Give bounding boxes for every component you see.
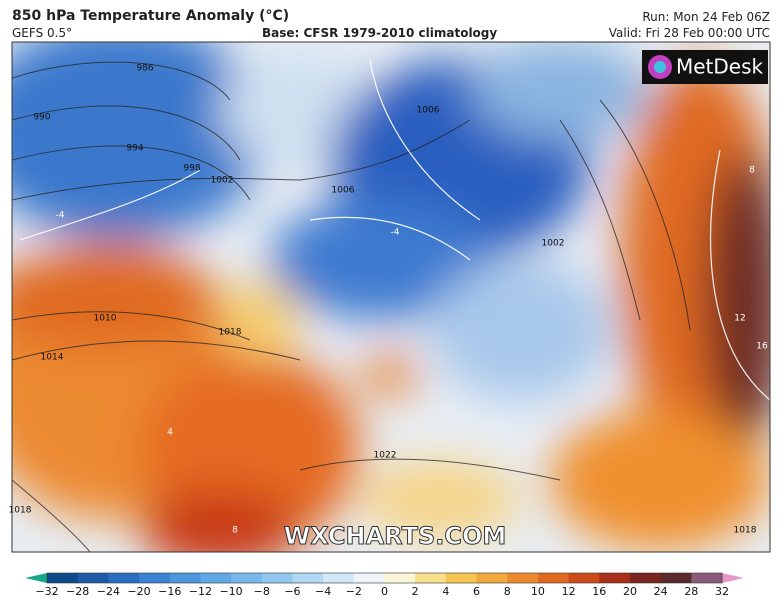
colorbar-tick-label: 28: [684, 585, 698, 598]
colorbar-tick-label: −24: [97, 585, 120, 598]
colorbar-segment: [292, 573, 324, 583]
colorbar-segment: [323, 573, 355, 583]
colorbar-tick-label: 20: [623, 585, 637, 598]
base: Base: CFSR 1979-2010 climatology: [262, 26, 498, 40]
contour-label: 1010: [94, 314, 117, 324]
colorbar-tick-label: 8: [504, 585, 511, 598]
colorbar-tick-label: 12: [562, 585, 576, 598]
watermark: WXCHARTS.COM: [284, 522, 506, 550]
contour-label: 8: [749, 166, 755, 176]
contour-label: 1002: [542, 239, 565, 249]
colorbar-tick-label: 24: [654, 585, 668, 598]
colorbar-tick-label: −10: [219, 585, 242, 598]
colorbar-segment: [169, 573, 201, 583]
contour-label: 8: [232, 526, 238, 536]
colorbar-segment: [507, 573, 539, 583]
colorbar-segment: [77, 573, 109, 583]
colorbar-segment: [353, 573, 385, 583]
colorbar-tick-label: 10: [531, 585, 545, 598]
colorbar-tick-label: −4: [315, 585, 331, 598]
colorbar-segment: [231, 573, 263, 583]
colorbar-segment: [445, 573, 478, 583]
contour-label: 998: [183, 164, 200, 174]
contour-label: 1002: [211, 176, 234, 186]
colorbar-tick-label: 16: [592, 585, 606, 598]
isotherms: [19, 59, 770, 401]
contour-label: 990: [33, 113, 50, 123]
colorbar-segment: [200, 573, 232, 583]
colorbar-frame: [46, 572, 723, 584]
model: GEFS 0.5°: [12, 26, 73, 40]
colorbar-tick-label: −16: [158, 585, 181, 598]
logo-icon: [654, 61, 666, 73]
colorbar-tick-label: −32: [35, 585, 58, 598]
contour-label: -4: [56, 211, 65, 221]
contour-label: 1018: [219, 328, 242, 338]
colorbar-end: [25, 573, 47, 583]
colorbar-segment: [139, 573, 171, 583]
colorbar-segment: [476, 573, 508, 583]
colorbar-tick-label: −6: [284, 585, 300, 598]
colorbar-end: [722, 573, 744, 583]
map-frame: [11, 41, 771, 553]
contour-label: 1006: [332, 186, 355, 196]
contour-label: -4: [391, 228, 400, 238]
contour-label: 16: [756, 342, 768, 352]
logo: MetDesk: [676, 55, 764, 79]
colorbar-segment: [108, 573, 140, 583]
colorbar-tick-label: 6: [473, 585, 480, 598]
colorbar-tick-label: −8: [254, 585, 270, 598]
contour-label: 1022: [374, 451, 397, 461]
map-field: MetDesk WXCHARTS.COM: [12, 42, 770, 552]
contour-label: 1014: [41, 353, 64, 363]
colorbar-segment: [629, 573, 662, 583]
colorbar-tick-label: 4: [442, 585, 449, 598]
contour-label: 4: [167, 428, 173, 438]
colorbar-segment: [261, 573, 293, 583]
colorbar-tick-label: −12: [189, 585, 212, 598]
colorbar-segment: [415, 573, 447, 583]
contour-label: 986: [136, 64, 153, 74]
valid: Valid: Fri 28 Feb 00:00 UTC: [608, 26, 770, 40]
colorbar-segment: [660, 573, 692, 583]
contour-label: 1006: [417, 106, 440, 116]
colorbar-segment: [47, 573, 79, 583]
colorbar-segment: [599, 573, 631, 583]
colorbar-segment: [568, 573, 600, 583]
contour-label: 1018: [9, 506, 32, 516]
colorbar-tick-label: 2: [412, 585, 419, 598]
colorbar-tick-label: −2: [346, 585, 362, 598]
colorbar-segment: [384, 573, 416, 583]
run: Run: Mon 24 Feb 06Z: [642, 10, 770, 24]
colorbar-tick-label: 0: [381, 585, 388, 598]
colorbar-tick-label: 32: [715, 585, 729, 598]
contour-label: 12: [734, 314, 745, 324]
colorbar-segment: [537, 573, 570, 583]
colorbar-tick-label: −20: [127, 585, 150, 598]
contour-label: 994: [126, 144, 143, 154]
colorbar-segment: [691, 573, 723, 583]
colorbar-tick-label: −28: [66, 585, 89, 598]
title: 850 hPa Temperature Anomaly (°C): [12, 8, 290, 24]
isobars: [12, 61, 691, 552]
contour-label: 1018: [734, 526, 757, 536]
